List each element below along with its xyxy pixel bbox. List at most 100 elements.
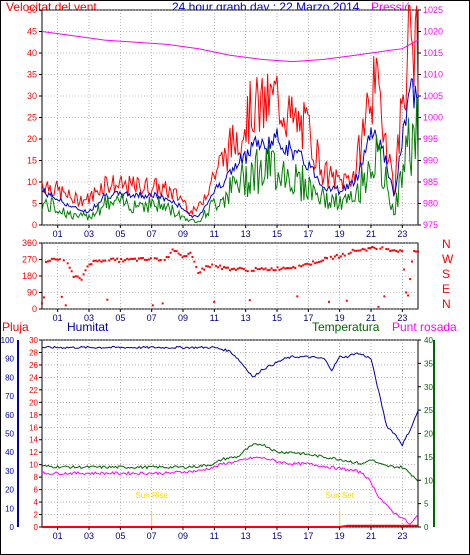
direction-point [296, 295, 299, 298]
rain-y-tick-label: 8 [34, 473, 39, 482]
wind-x-tick-label: 01 [53, 229, 63, 239]
direction-point [385, 248, 388, 251]
direction-point [286, 267, 289, 270]
direction-point [278, 268, 281, 271]
weather-x-tick-label: 05 [115, 531, 125, 541]
direction-point [181, 256, 184, 259]
direction-point [306, 262, 309, 265]
direction-point [80, 278, 83, 281]
direction-point [76, 275, 79, 278]
pressure-y-tick-label: 1010 [423, 70, 443, 80]
weather-x-tick-label: 11 [210, 531, 219, 541]
direction-point [266, 269, 269, 272]
direction-point [207, 265, 210, 268]
rain-y-tick-label: 4 [34, 498, 39, 507]
direction-point [322, 259, 325, 262]
pressure-y-tick-label: 1005 [423, 91, 443, 101]
direction-point [270, 267, 273, 270]
direction-point [331, 257, 334, 260]
direction-point [197, 271, 200, 274]
wind-x-tick-label: 07 [147, 229, 157, 239]
direction-point [407, 294, 410, 297]
direction-point [173, 250, 176, 253]
direction-point [223, 266, 226, 269]
humidity-y-tick-label: 60 [5, 411, 14, 420]
humidity-y-tick-label: 0 [10, 523, 15, 532]
direction-point [229, 269, 231, 272]
humidity-y-tick-label: 40 [5, 448, 14, 457]
wind-x-tick-label: 09 [178, 229, 188, 239]
direction-point [234, 268, 237, 271]
direction-point [165, 256, 168, 259]
direction-x-tick-label: 05 [115, 313, 125, 323]
direction-point [284, 267, 287, 270]
direction-point [236, 267, 239, 270]
direction-point [193, 260, 196, 263]
direction-plot-area [41, 242, 419, 310]
direction-point [316, 261, 319, 264]
direction-point [244, 269, 247, 272]
direction-point [135, 259, 138, 262]
direction-point [157, 259, 160, 262]
direction-x-tick-label: 17 [303, 313, 313, 323]
rain-y-tick-label: 10 [29, 461, 38, 470]
direction-point [90, 263, 93, 266]
direction-point [258, 268, 261, 271]
direction-point [395, 249, 398, 252]
direction-point [84, 269, 87, 272]
direction-point [274, 269, 277, 272]
humidity-y-tick-label: 70 [5, 392, 14, 401]
chart-layers: 0510152025303540455097598098599099510001… [1, 4, 443, 541]
direction-point [169, 251, 172, 254]
direction-point [70, 270, 73, 273]
direction-point [383, 295, 386, 298]
direction-point [50, 257, 53, 260]
direction-point [379, 247, 382, 250]
direction-point [230, 268, 233, 271]
compass-letter-e: E [442, 282, 450, 296]
direction-point [179, 253, 182, 256]
pressure-y-tick-label: 990 [423, 156, 438, 166]
direction-y-tick-label: 270 [22, 255, 37, 265]
weather-x-tick-label: 01 [53, 531, 63, 541]
direction-point [373, 246, 376, 249]
direction-point [262, 268, 265, 271]
direction-point [225, 266, 228, 269]
wind-speed-series [41, 97, 419, 224]
direction-point [399, 249, 402, 252]
wind-x-tick-label: 05 [115, 229, 125, 239]
direction-point [323, 256, 326, 259]
wind-y-tick-label: 30 [27, 91, 37, 101]
rain-y-tick-label: 2 [34, 511, 39, 520]
rain-y-tick-label: 16 [29, 423, 38, 432]
wind-x-tick-label: 03 [84, 229, 94, 239]
pressure-y-tick-label: 985 [423, 177, 438, 187]
temperature-y-tick-label: 10 [424, 476, 433, 485]
direction-point [288, 267, 291, 270]
temperature-y-tick-label: 25 [424, 406, 433, 415]
direction-point [104, 259, 107, 262]
rain-y-tick-label: 30 [29, 336, 38, 345]
direction-point [155, 257, 158, 260]
wind-y-tick-label: 40 [27, 48, 37, 58]
wind-y-tick-label: 45 [27, 27, 37, 37]
direction-x-tick-label: 11 [210, 313, 219, 323]
direction-x-tick-label: 23 [397, 313, 407, 323]
temperature-series [41, 443, 419, 482]
direction-point [387, 248, 390, 251]
direction-point [122, 260, 125, 263]
humidity-y-tick-label: 80 [5, 373, 14, 382]
direction-point [54, 258, 57, 261]
direction-x-tick-label: 03 [84, 313, 94, 323]
direction-point [300, 265, 303, 268]
direction-point [213, 300, 216, 303]
pressure-y-tick-label: 1025 [423, 5, 443, 15]
rain-y-tick-label: 0 [34, 523, 39, 532]
direction-point [72, 275, 75, 278]
direction-point [201, 267, 204, 270]
direction-point [298, 264, 301, 267]
compass-letter-n: N [442, 237, 451, 251]
direction-point [411, 260, 414, 263]
direction-point [195, 266, 198, 269]
